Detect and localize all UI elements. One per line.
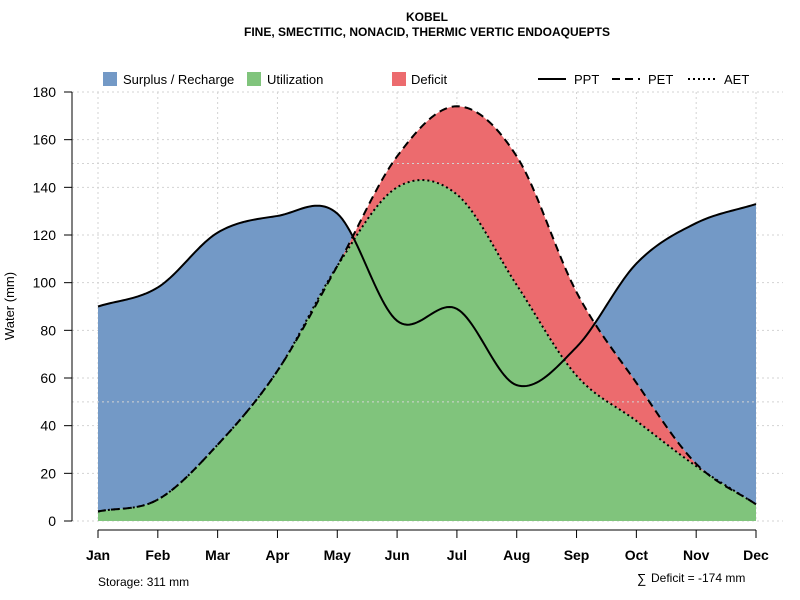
x-tick-label: May	[324, 547, 351, 563]
legend: Surplus / Recharge Utilization Deficit P…	[103, 72, 749, 87]
reference-lines	[72, 163, 783, 403]
legend-swatch-deficit	[392, 72, 406, 86]
x-tick-label: Apr	[265, 547, 290, 563]
x-axis: Jan Feb Mar Apr May Jun Jul Aug Sep Oct Nov Dec	[86, 529, 769, 563]
x-tick-label: Jul	[447, 547, 467, 563]
y-tick-label: 120	[33, 227, 57, 243]
y-tick-label: 80	[40, 322, 56, 338]
y-tick-label: 140	[33, 179, 57, 195]
legend-label-surplus: Surplus / Recharge	[123, 72, 234, 87]
legend-label-ppt: PPT	[574, 72, 599, 87]
y-tick-label: 60	[40, 370, 56, 386]
legend-swatch-utilization	[247, 72, 261, 86]
legend-label-pet: PET	[648, 72, 673, 87]
y-tick-label: 20	[40, 465, 56, 481]
legend-label-deficit: Deficit	[411, 72, 448, 87]
y-axis: 0 20 40 60 80 100 120 140 160 180	[33, 84, 73, 529]
surplus-area	[98, 106, 756, 512]
chart-title: KOBEL	[406, 10, 448, 24]
y-tick-label: 160	[33, 132, 57, 148]
legend-label-aet: AET	[724, 72, 749, 87]
y-tick-label: 40	[40, 418, 56, 434]
x-tick-label: Oct	[625, 547, 649, 563]
series-line-ppt	[97, 203, 757, 388]
y-tick-label: 180	[33, 84, 57, 100]
x-tick-label: Nov	[683, 547, 710, 563]
x-tick-label: Sep	[564, 547, 590, 563]
legend-swatch-surplus	[103, 72, 117, 86]
storage-note: Storage: 311 mm	[98, 575, 189, 589]
chart-subtitle: FINE, SMECTITIC, NONACID, THERMIC VERTIC…	[244, 25, 610, 39]
legend-label-utilization: Utilization	[267, 72, 323, 87]
utilization-area	[98, 180, 756, 521]
deficit-note: Deficit = -174 mm	[651, 571, 745, 585]
x-tick-label: Aug	[503, 547, 530, 563]
series-lines	[97, 105, 757, 513]
y-tick-label: 100	[33, 275, 57, 291]
sum-symbol: ∑	[637, 571, 646, 586]
x-tick-label: Jun	[385, 547, 410, 563]
x-tick-label: Mar	[205, 547, 230, 563]
area-fills	[98, 106, 756, 521]
x-tick-label: Feb	[145, 547, 170, 563]
y-tick-label: 0	[48, 513, 56, 529]
x-tick-label: Jan	[86, 547, 110, 563]
y-axis-label: Water (mm)	[2, 272, 17, 340]
x-tick-label: Dec	[743, 547, 769, 563]
